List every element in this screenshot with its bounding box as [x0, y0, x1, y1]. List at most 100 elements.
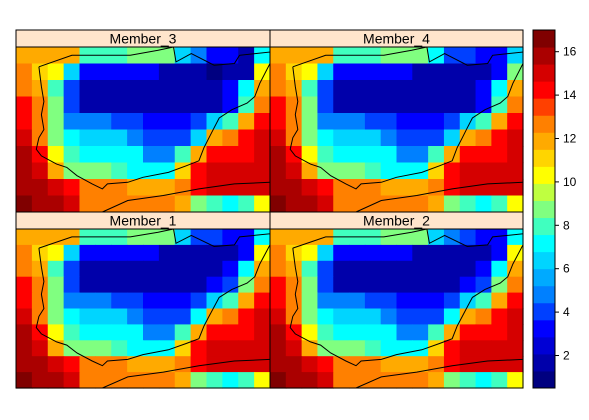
heatmap-cell [222, 162, 239, 180]
heatmap-cell [301, 324, 319, 341]
heatmap-cell [190, 129, 208, 147]
heatmap-cell [507, 179, 524, 197]
heatmap-cell [190, 276, 208, 294]
heatmap-cell [491, 276, 508, 294]
heatmap-cell [317, 308, 334, 325]
heatmap-cell [31, 292, 49, 310]
heatmap-cell [47, 47, 65, 65]
heatmap-cell [428, 260, 445, 278]
heatmap-cell [317, 356, 334, 373]
heatmap-cell [31, 340, 49, 357]
heatmap-cell [127, 292, 144, 310]
heatmap-cell [31, 96, 49, 114]
heatmap-cell [206, 276, 223, 294]
panel-title: Member_1 [110, 213, 177, 229]
heatmap-cell [143, 260, 160, 278]
heatmap-cell [317, 195, 334, 213]
heatmap-cell [174, 96, 192, 114]
heatmap-cell [301, 244, 319, 262]
heatmap-cell [507, 113, 524, 131]
heatmap-cell [79, 162, 96, 180]
heatmap-cell [428, 162, 445, 180]
heatmap-cell [443, 47, 461, 65]
heatmap-cell [16, 244, 33, 262]
heatmap-cell [16, 260, 33, 278]
heatmap-cell [333, 63, 350, 81]
heatmap-cell [270, 324, 287, 341]
heatmap-cell [285, 340, 303, 357]
heatmap-cell [317, 179, 334, 197]
heatmap-cell [31, 129, 49, 147]
heatmap-cell [459, 179, 477, 197]
heatmap-cell [459, 63, 477, 81]
heatmap-cell [79, 276, 96, 294]
heatmap-cell [254, 260, 271, 278]
heatmap-cell [190, 80, 208, 98]
heatmap-cell [285, 129, 303, 147]
heatmap-cell [364, 276, 382, 294]
heatmap-cell [31, 244, 49, 262]
heatmap-cell [190, 195, 208, 213]
heatmap-cell [317, 292, 334, 310]
heatmap-cell [270, 179, 287, 197]
heatmap-cell [111, 308, 128, 325]
heatmap-cell [396, 129, 413, 147]
heatmap-cell [127, 276, 144, 294]
heatmap-cell [317, 80, 334, 98]
heatmap-cell [63, 63, 81, 81]
heatmap-cell [380, 146, 398, 164]
heatmap-cell [143, 96, 160, 114]
heatmap-cell [111, 244, 128, 262]
heatmap-cell [206, 260, 223, 278]
heatmap-cell [443, 80, 461, 98]
heatmap-cell [111, 276, 128, 294]
heatmap-cell [158, 195, 176, 213]
heatmap-cell [206, 324, 223, 341]
heatmap-cell [428, 195, 445, 213]
heatmap-cell [364, 113, 382, 131]
heatmap-cell [301, 129, 319, 147]
heatmap-cell [333, 340, 350, 357]
heatmap-cell [412, 129, 429, 147]
heatmap-cell [333, 260, 350, 278]
heatmap-cell [238, 146, 255, 164]
heatmap-cell [254, 244, 271, 262]
heatmap-cell [301, 356, 319, 373]
heatmap-cell [222, 308, 239, 325]
heatmap-cell [270, 308, 287, 325]
heatmap-cell [47, 195, 65, 213]
heatmap-cell [254, 292, 271, 310]
heatmap-cell [31, 260, 49, 278]
heatmap-cell [254, 356, 271, 373]
heatmap-cell [333, 244, 350, 262]
heatmap-cell [238, 47, 255, 65]
heatmap-cell [143, 195, 160, 213]
coastline [35, 228, 271, 367]
heatmap-cell [475, 324, 492, 341]
heatmap-cell [111, 113, 128, 131]
heatmap-cell [206, 96, 223, 114]
heatmap-cell [190, 372, 208, 389]
coastline [289, 46, 524, 190]
heatmap-cell [459, 229, 477, 246]
heatmap-cell [111, 129, 128, 147]
heatmap-cell [349, 308, 366, 325]
heatmap-cell [158, 113, 176, 131]
colorbar-swatch [533, 251, 555, 270]
heatmap-cell [491, 195, 508, 213]
heatmap-cell [491, 47, 508, 65]
heatmap-cell [254, 162, 271, 180]
heatmap-cell [412, 260, 429, 278]
heatmap-cell [428, 292, 445, 310]
heatmap-cell [443, 276, 461, 294]
heatmap-cell [158, 129, 176, 147]
heatmap-cell [222, 146, 239, 164]
heatmap-cell [238, 292, 255, 310]
heatmap-cell [95, 96, 112, 114]
heatmap-cell [222, 292, 239, 310]
heatmap-cell [443, 308, 461, 325]
heatmap-cell [95, 292, 112, 310]
heatmap-cell [396, 63, 413, 81]
heatmap-cell [364, 308, 382, 325]
heatmap-cell [143, 146, 160, 164]
